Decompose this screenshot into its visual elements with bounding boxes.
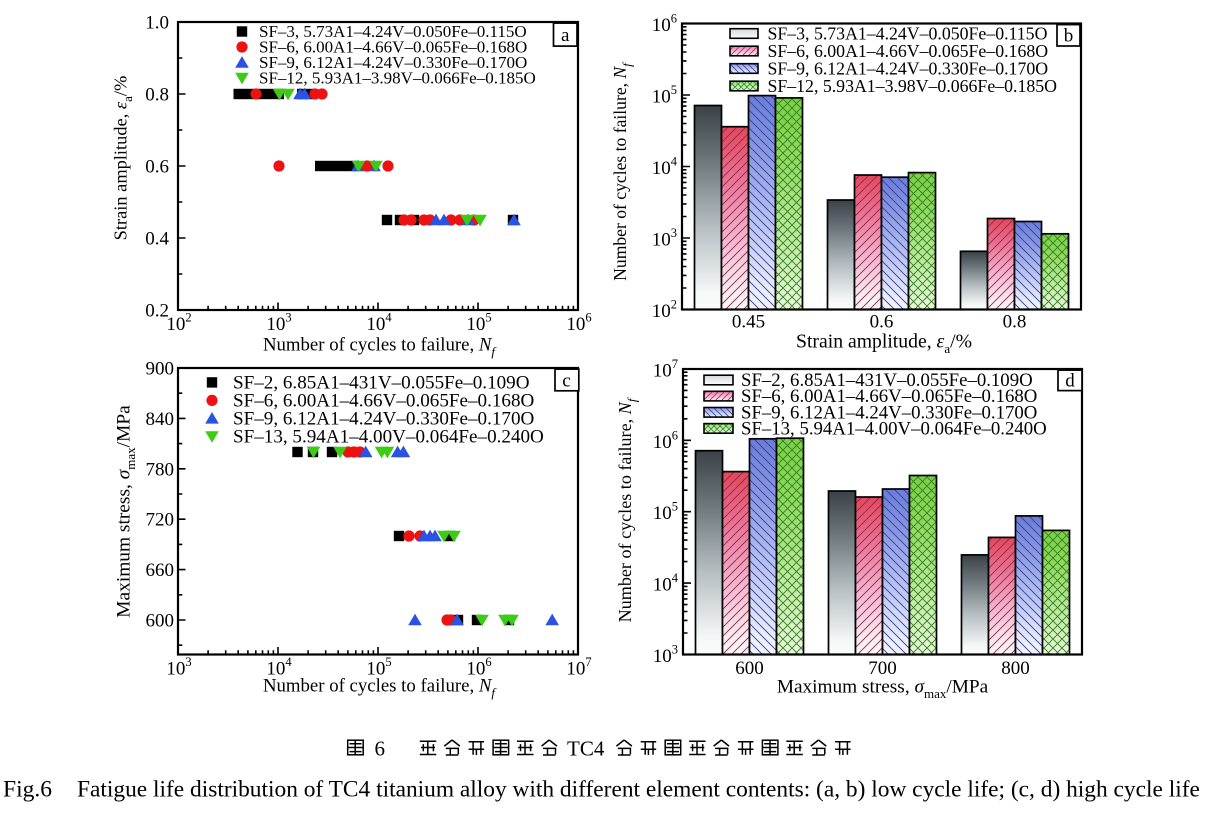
svg-text:SF–6, 6.00A1–4.66V–0.065Fe–0.1: SF–6, 6.00A1–4.66V–0.065Fe–0.168O — [233, 390, 534, 411]
svg-text:600: 600 — [735, 658, 764, 679]
svg-text:SF–3, 5.73A1–4.24V–0.050Fe–0.1: SF–3, 5.73A1–4.24V–0.050Fe–0.115O — [768, 23, 1048, 43]
svg-text:SF–12, 5.93A1–3.98V–0.066Fe–0.: SF–12, 5.93A1–3.98V–0.066Fe–0.185O — [768, 76, 1058, 96]
svg-text:SF–9, 6.12A1–4.24V–0.330Fe–0.1: SF–9, 6.12A1–4.24V–0.330Fe–0.170O — [768, 58, 1049, 78]
svg-text:SF–2, 6.85A1–431V–0.055Fe–0.10: SF–2, 6.85A1–431V–0.055Fe–0.109O — [741, 370, 1033, 391]
svg-text:720: 720 — [146, 510, 175, 531]
svg-text:0.2: 0.2 — [145, 301, 169, 322]
svg-text:0.8: 0.8 — [145, 85, 169, 106]
svg-text:800: 800 — [1001, 658, 1030, 679]
svg-text:Fig.6: Fig.6 — [3, 777, 52, 803]
svg-text:Number of cycles to failure, N: Number of cycles to failure, Nf — [263, 335, 497, 360]
svg-text:SF–12, 5.93A1–3.98V–0.066Fe–0.: SF–12, 5.93A1–3.98V–0.066Fe–0.185O — [259, 69, 536, 88]
svg-text:Maximum stress, σmax/MPa: Maximum stress, σmax/MPa — [777, 677, 989, 702]
svg-text:Number of cycles to failure, N: Number of cycles to failure, Nf — [263, 676, 497, 701]
svg-text:SF–6, 6.00A1–4.66V–0.065Fe–0.1: SF–6, 6.00A1–4.66V–0.065Fe–0.168O — [768, 41, 1049, 61]
svg-text:c: c — [562, 371, 570, 392]
svg-text:Strain amplitude, εa/%: Strain amplitude, εa/% — [796, 331, 972, 357]
svg-text:SF–13, 5.94A1–4.00V–0.064Fe–0.: SF–13, 5.94A1–4.00V–0.064Fe–0.240O — [741, 418, 1047, 439]
svg-text:105: 105 — [466, 311, 491, 336]
svg-text:660: 660 — [146, 560, 175, 581]
svg-text:SF–2, 6.85A1–431V–0.055Fe–0.10: SF–2, 6.85A1–431V–0.055Fe–0.109O — [233, 372, 530, 393]
svg-text:SF–9, 6.12A1–4.24V–0.330Fe–0.1: SF–9, 6.12A1–4.24V–0.330Fe–0.170O — [259, 53, 527, 72]
svg-text:780: 780 — [146, 459, 175, 480]
svg-text:0.4: 0.4 — [145, 229, 169, 250]
svg-text:SF–13, 5.94A1–4.00V–0.064Fe–0.: SF–13, 5.94A1–4.00V–0.064Fe–0.240O — [233, 426, 544, 447]
svg-text:d: d — [1065, 371, 1075, 392]
svg-text:900: 900 — [146, 359, 175, 380]
svg-text:TC4: TC4 — [567, 736, 605, 760]
svg-text:0.8: 0.8 — [1003, 312, 1027, 333]
svg-text:1.0: 1.0 — [145, 13, 169, 34]
svg-text:Fatigue life distribution of T: Fatigue life distribution of TC4 titaniu… — [77, 777, 1200, 803]
svg-text:b: b — [1064, 26, 1074, 47]
svg-text:0.6: 0.6 — [145, 157, 169, 178]
svg-text:700: 700 — [868, 658, 897, 679]
svg-text:SF–9, 6.12A1–4.24V–0.330Fe–0.1: SF–9, 6.12A1–4.24V–0.330Fe–0.170O — [741, 402, 1037, 423]
svg-text:SF–6, 6.00A1–4.66V–0.065Fe–0.1: SF–6, 6.00A1–4.66V–0.065Fe–0.168O — [741, 386, 1037, 407]
svg-text:Maximum stress, σmax/MPa: Maximum stress, σmax/MPa — [114, 405, 139, 618]
svg-text:0.6: 0.6 — [870, 312, 894, 333]
svg-text:SF–9, 6.12A1–4.24V–0.330Fe–0.1: SF–9, 6.12A1–4.24V–0.330Fe–0.170O — [233, 408, 534, 429]
svg-text:6: 6 — [375, 736, 386, 760]
svg-text:102: 102 — [166, 311, 191, 336]
svg-text:103: 103 — [652, 226, 677, 251]
svg-text:600: 600 — [146, 611, 175, 632]
svg-text:SF–3, 5.73A1–4.24V–0.050Fe–0.1: SF–3, 5.73A1–4.24V–0.050Fe–0.115O — [259, 22, 527, 41]
svg-text:SF–6, 6.00A1–4.66V–0.065Fe–0.1: SF–6, 6.00A1–4.66V–0.065Fe–0.168O — [259, 38, 527, 57]
svg-text:a: a — [561, 25, 570, 46]
svg-text:0.45: 0.45 — [732, 312, 765, 333]
svg-text:840: 840 — [146, 409, 175, 430]
